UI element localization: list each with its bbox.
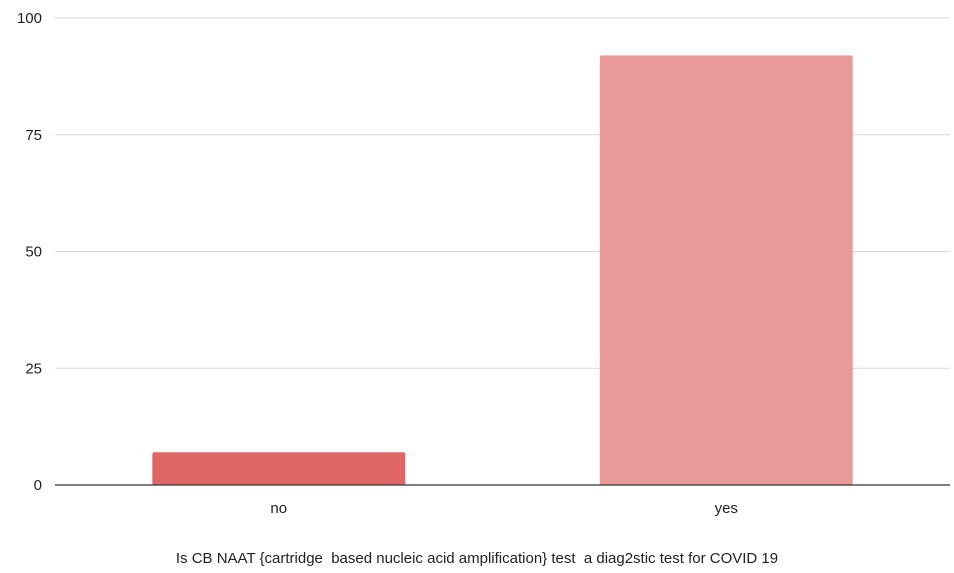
bar-yes xyxy=(599,55,853,486)
x-tick-label: yes xyxy=(715,500,738,517)
y-tick-label: 100 xyxy=(17,10,42,27)
y-tick-label: 25 xyxy=(25,360,42,377)
y-tick-label: 0 xyxy=(34,477,42,494)
x-axis-ticks: no yes xyxy=(270,500,738,517)
y-tick-label: 50 xyxy=(25,244,42,261)
y-tick-label: 75 xyxy=(25,127,42,144)
y-axis-ticks: 0 25 50 75 100 xyxy=(17,10,42,494)
x-tick-label: no xyxy=(270,500,287,517)
bar-no xyxy=(152,452,406,485)
x-axis-label: Is CB NAAT {cartridge based nucleic acid… xyxy=(176,550,778,567)
bars xyxy=(152,55,853,486)
